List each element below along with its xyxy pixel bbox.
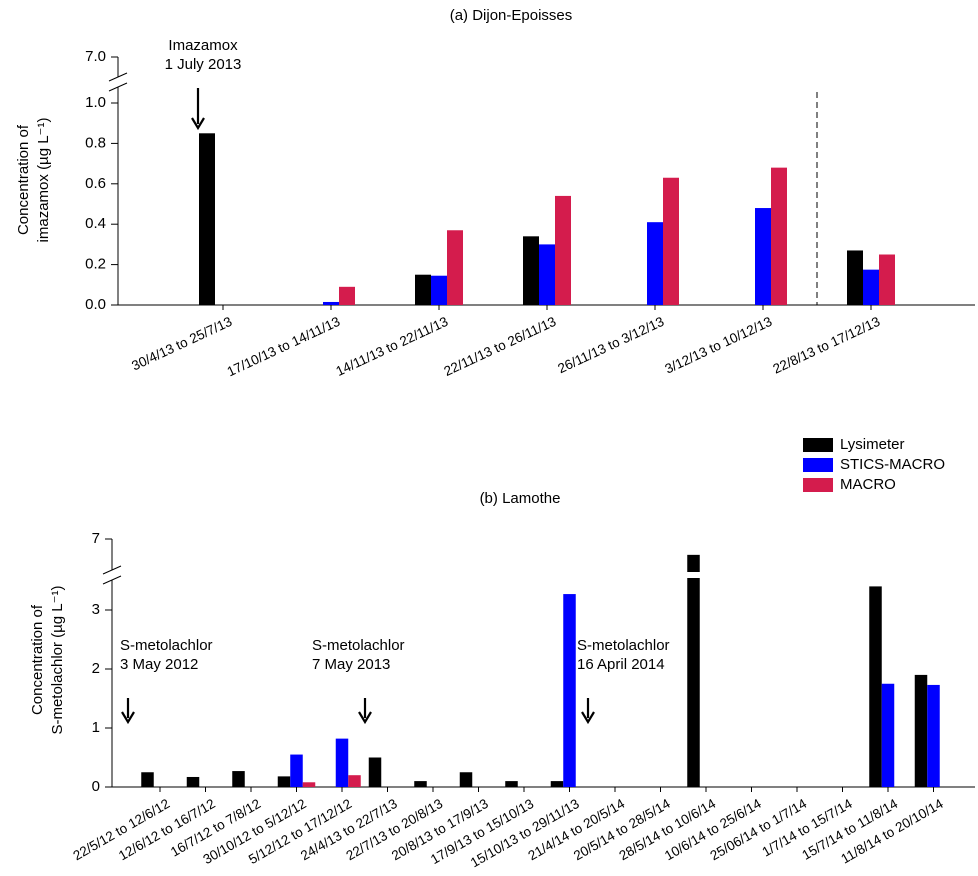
- chart-title: (a) Dijon-Epoisses: [450, 7, 573, 24]
- bar: [323, 301, 339, 305]
- x-tick-label: 3/12/13 to 10/12/13: [663, 314, 775, 377]
- bar: [563, 594, 576, 787]
- bar: [277, 776, 291, 787]
- bar: [869, 586, 882, 787]
- x-tick-label: 26/11/13 to 3/12/13: [555, 314, 666, 376]
- legend-label: MACRO: [840, 476, 896, 493]
- bar: [290, 754, 303, 787]
- bar: [459, 772, 473, 787]
- bar: [663, 177, 679, 305]
- bar: [771, 167, 787, 305]
- bar: [555, 195, 571, 305]
- legend-swatch: [803, 478, 833, 492]
- annotation: S-metolachlor: [120, 637, 213, 654]
- annotation: S-metolachlor: [312, 637, 405, 654]
- legend-label: STICS-MACRO: [840, 456, 945, 473]
- annotation: Imazamox: [168, 37, 238, 54]
- y-tick-label: 0.8: [85, 134, 106, 151]
- annotation: S-metolachlor: [577, 637, 670, 654]
- x-tick-label: 22/11/13 to 26/11/13: [442, 314, 559, 379]
- y-tick-label: 7: [92, 530, 100, 547]
- y-tick-label: 0.6: [85, 175, 106, 192]
- y-axis-label: imazamox (µg L⁻¹): [35, 118, 52, 243]
- arrow-head: [121, 711, 135, 725]
- bar: [523, 236, 539, 305]
- bar: [550, 781, 564, 787]
- x-tick-label: 14/11/13 to 22/11/13: [334, 314, 451, 379]
- bar: [335, 738, 349, 787]
- y-axis-label: Concentration of: [15, 124, 32, 235]
- bar: [447, 230, 463, 305]
- y-axis-label: Concentration of: [29, 604, 46, 715]
- bar: [847, 250, 863, 305]
- break-gap: [686, 572, 701, 578]
- y-tick-label: 0.2: [85, 256, 106, 273]
- legend-swatch: [803, 438, 833, 452]
- bar: [339, 286, 355, 305]
- bar: [879, 254, 895, 305]
- legend-label: Lysimeter: [840, 436, 904, 453]
- bar: [199, 133, 215, 305]
- x-tick-label: 30/4/13 to 25/7/13: [129, 314, 234, 374]
- x-tick-label: 22/8/13 to 17/12/13: [771, 314, 883, 377]
- bar: [414, 781, 427, 787]
- axis-break: [108, 72, 128, 82]
- bar: [505, 781, 518, 787]
- y-tick-label: 3: [92, 601, 100, 618]
- y-tick-label: 0.0: [85, 296, 106, 313]
- annotation: 3 May 2012: [120, 656, 198, 673]
- arrow-head: [358, 711, 372, 725]
- bar: [186, 776, 200, 787]
- bar: [927, 684, 940, 787]
- y-tick-label: 0: [92, 778, 100, 795]
- y-tick-label: 2: [92, 660, 100, 677]
- bar: [232, 771, 245, 787]
- bar: [348, 775, 361, 787]
- bar: [914, 674, 928, 787]
- axis-break: [102, 575, 122, 585]
- bar: [687, 554, 700, 787]
- y-axis-label: S-metolachlor (µg L⁻¹): [49, 585, 66, 734]
- bar: [302, 782, 316, 787]
- axis-break: [108, 82, 128, 92]
- bar: [755, 208, 771, 305]
- arrow-head: [191, 117, 205, 131]
- bar: [863, 269, 879, 305]
- bar: [368, 757, 382, 787]
- bar: [431, 275, 447, 305]
- y-tick-label: 0.4: [85, 215, 106, 232]
- x-tick-label: 17/10/13 to 14/11/13: [225, 314, 343, 380]
- annotation: 16 April 2014: [577, 656, 665, 673]
- bar: [141, 772, 154, 787]
- y-tick-label: 1: [92, 719, 100, 736]
- arrow-head: [581, 711, 595, 725]
- axis-break: [102, 565, 122, 575]
- y-tick-label: 1.0: [85, 94, 106, 111]
- annotation: 7 May 2013: [312, 656, 390, 673]
- bar: [647, 222, 663, 305]
- legend-swatch: [803, 458, 833, 472]
- y-tick-label: 7.0: [85, 48, 106, 65]
- annotation: 1 July 2013: [165, 56, 242, 73]
- bar: [539, 244, 555, 305]
- bar: [415, 274, 431, 305]
- bar: [881, 683, 895, 787]
- chart-title: (b) Lamothe: [480, 490, 561, 507]
